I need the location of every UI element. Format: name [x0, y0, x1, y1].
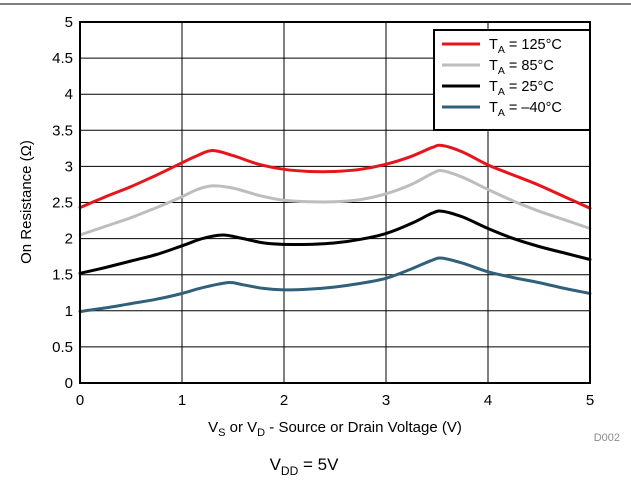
x-tick-label: 1 [178, 392, 186, 409]
y-tick-label: 4 [65, 86, 73, 103]
x-tick-label: 5 [586, 392, 594, 409]
series-line-2 [78, 209, 592, 275]
x-tick-label: 3 [382, 392, 390, 409]
y-tick-label: 1 [65, 303, 73, 320]
legend-label-1: TA = 85°C [489, 58, 554, 77]
x-axis-label-sub-s: S [218, 427, 225, 439]
tick-labels: 0 1 2 3 4 5 0 0.5 1 1.5 2 2.5 3 3.5 4 4.5 5 [52, 14, 594, 409]
y-tick-label: 0.5 [52, 339, 73, 356]
y-tick-label: 1.5 [52, 267, 73, 284]
legend-label-2: TA = 25°C [489, 79, 554, 98]
legend-label-3: TA = –40°C [489, 100, 562, 119]
y-tick-label: 4.5 [52, 50, 73, 67]
series-layer [78, 143, 592, 313]
series-line-3 [78, 256, 592, 313]
y-tick-label: 3 [65, 158, 73, 175]
x-tick-label: 0 [76, 392, 84, 409]
legend: TA = 125°C TA = 85°C TA = 25°C TA = –40°C [433, 29, 591, 131]
top-rule [0, 3, 631, 5]
y-axis-label: On Resistance (Ω) [18, 140, 35, 264]
x-axis-label-sub-d: D [257, 427, 265, 439]
figure-caption: VDD = 5V [270, 455, 340, 478]
x-tick-label: 4 [484, 392, 492, 409]
figure-code-label: D002 [594, 432, 620, 444]
y-tick-label: 2.5 [52, 195, 73, 212]
figure-caption-sub: DD [281, 464, 299, 478]
legend-box [433, 29, 591, 131]
plot-frame [79, 21, 591, 384]
y-tick-label: 5 [65, 14, 73, 31]
y-tick-label: 0 [65, 375, 73, 392]
series-line-0 [78, 143, 592, 210]
legend-label-0: TA = 125°C [489, 37, 562, 56]
series-line-1 [78, 169, 592, 237]
y-tick-label: 2 [65, 231, 73, 248]
x-axis-label: VS or VD - Source or Drain Voltage (V) [208, 419, 462, 439]
x-tick-label: 2 [280, 392, 288, 409]
y-tick-label: 3.5 [52, 122, 73, 139]
